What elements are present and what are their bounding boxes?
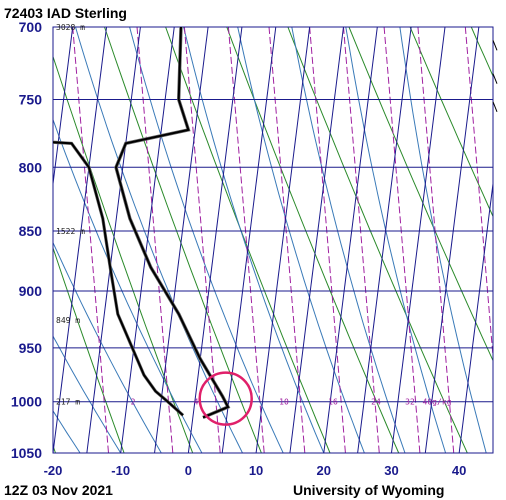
- wind-barb: [492, 73, 498, 84]
- moist-adiabat-line: [399, 27, 487, 453]
- isotherm-line: [53, 27, 108, 453]
- moist-adiabat-line: [345, 27, 447, 453]
- temperature-tick-label: -20: [44, 463, 63, 478]
- highlight-circle: [198, 371, 253, 426]
- mixing-ratio-label: 32: [405, 398, 415, 407]
- temperature-tick-label: 20: [317, 463, 331, 478]
- moist-adiabat-line: [291, 27, 406, 453]
- mixing-ratio-line: [309, 27, 346, 453]
- isotherm-line: [86, 27, 141, 453]
- dry-adiabat-line: [348, 27, 493, 362]
- mixing-ratio-label: 4: [194, 398, 199, 407]
- annotations: [198, 40, 498, 426]
- dry-adiabat-line: [53, 246, 125, 453]
- isotherm-line: [424, 27, 480, 453]
- dry-adiabat-line: [409, 27, 493, 218]
- mixing-ratio-line: [383, 27, 421, 453]
- moist-adiabat-line: [237, 27, 365, 453]
- mixing-ratio-label: 10: [279, 398, 289, 407]
- temperature-tick-label: 40: [452, 463, 466, 478]
- isotherm-line: [492, 448, 493, 453]
- isotherm-line: [357, 27, 412, 453]
- pressure-tick-label: 750: [19, 91, 43, 107]
- pressure-tick-label: 700: [19, 19, 43, 35]
- isotherm-line: [255, 27, 311, 453]
- dry-adiabat-line: [226, 27, 400, 453]
- isotherm-line: [154, 27, 209, 453]
- mixing-ratio-line: [268, 27, 306, 453]
- dry-adiabat-line: [53, 54, 194, 453]
- mixing-ratio-label: 2: [131, 398, 136, 407]
- height-label: 217 m: [56, 398, 80, 407]
- isotherm-line: [458, 179, 493, 453]
- mixing-ratio-line: [227, 27, 265, 453]
- isotherm-group: [0, 27, 493, 453]
- mixing-ratio-label: 16: [328, 398, 338, 407]
- pressure-tick-label: 850: [19, 223, 43, 239]
- mixing-ratio-line: [342, 27, 380, 453]
- isotherm-line: [221, 27, 277, 453]
- pressure-tick-label: 1050: [11, 445, 42, 461]
- data-source: University of Wyoming: [293, 482, 445, 498]
- dry-adiabats: [53, 27, 493, 453]
- wind-barb: [492, 101, 498, 113]
- observation-time: 12Z 03 Nov 2021: [4, 482, 113, 498]
- temperature-profile: [114, 27, 230, 419]
- profiles: [53, 27, 231, 419]
- isotherm-line: [187, 27, 243, 453]
- isotherm-line: [0, 27, 5, 453]
- moist-adiabats: [53, 27, 487, 453]
- dry-adiabat-line: [470, 27, 493, 78]
- pressure-tick-label: 900: [19, 283, 43, 299]
- mixing-ratio-line: [417, 27, 455, 453]
- dry-adiabat-line: [287, 27, 468, 453]
- pressure-tick-label: 950: [19, 340, 43, 356]
- isotherm-line: [289, 27, 344, 453]
- isotherm-line: [390, 27, 446, 453]
- temperature-tick-label: 30: [384, 463, 398, 478]
- dry-adiabat-line: [165, 27, 331, 453]
- mixing-ratio-label: 24: [371, 398, 381, 407]
- height-label: 849 m: [56, 316, 80, 325]
- temperature-tick-label: -10: [111, 463, 130, 478]
- mixing-ratio-label: 40g/kg: [423, 398, 452, 407]
- dewpoint-profile: [53, 141, 184, 417]
- temperature-tick-label: 0: [185, 463, 192, 478]
- mixing-ratio-line: [72, 27, 110, 453]
- temperature-tick-label: 10: [249, 463, 263, 478]
- axis-labels: 700 750 800 850 900 950 1000 1050-20 -10 0 10 20 30 4…: [11, 19, 467, 478]
- isotherm-line: [323, 27, 378, 453]
- pressure-tick-label: 800: [19, 159, 43, 175]
- dry-adiabat-line: [104, 27, 262, 453]
- moist-adiabat-line: [53, 118, 203, 453]
- mixing-ratio-line: [136, 27, 174, 453]
- isotherm-line: [53, 27, 74, 188]
- mixing-ratio-line: [464, 27, 493, 363]
- height-label: 3028 m: [56, 23, 85, 32]
- plot-frame: [52, 26, 494, 454]
- moist-adiabat-line: [183, 27, 325, 453]
- pressure-tick-label: 1000: [11, 394, 42, 410]
- height-label: 1522 m: [56, 227, 85, 236]
- wind-barb: [492, 40, 498, 51]
- moist-adiabat-line: [53, 335, 122, 453]
- station-title: 72403 IAD Sterling: [4, 5, 127, 21]
- isotherm-line: [120, 27, 175, 453]
- moist-adiabat-line: [53, 241, 162, 453]
- grid: [0, 26, 494, 454]
